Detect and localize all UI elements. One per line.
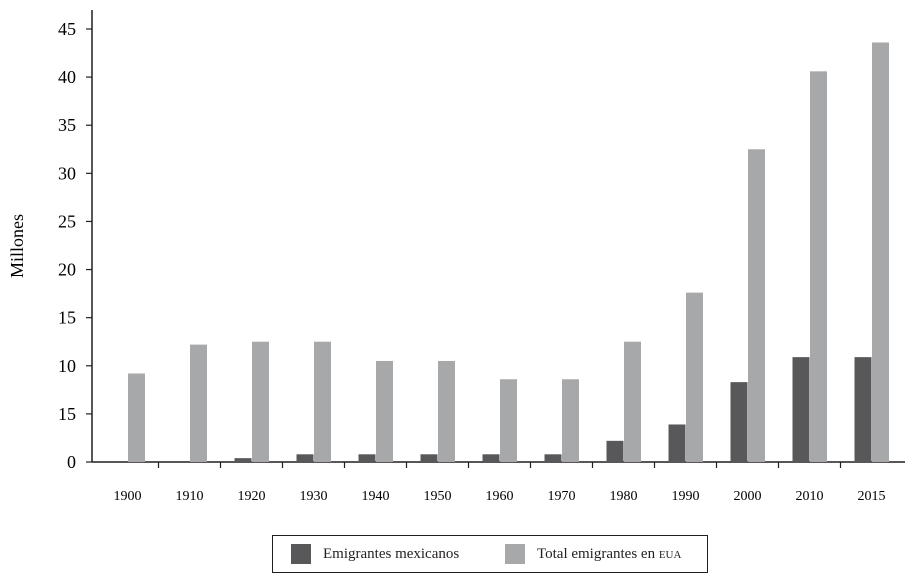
legend-item-total: Total emigrantes en eua [505,536,681,572]
y-tick-label: 40 [58,67,76,87]
x-tick-label: 1960 [486,489,514,504]
bar-emigrantes-mexicanos [792,357,810,462]
y-tick-label: 35 [58,115,76,135]
x-tick-label: 1940 [362,489,390,504]
bar-total-emigrantes [314,341,331,462]
y-tick-label: 0 [67,452,76,472]
bar-total-emigrantes [810,71,827,463]
x-tick-label: 1920 [238,489,266,504]
y-tick-label: 10 [58,356,76,376]
y-axis-label: Millones [7,214,27,278]
x-tick-label: 2015 [858,489,886,504]
x-tick-label: 1980 [610,489,638,504]
bar-total-emigrantes [190,344,207,462]
bar-emigrantes-mexicanos [730,382,748,462]
legend-swatch-mexicanos [291,544,311,564]
x-tick-label: 1930 [300,489,328,504]
bar-total-emigrantes [438,360,455,462]
y-tick-label: 15 [58,404,76,424]
bar-total-emigrantes [686,292,703,462]
y-tick-label: 20 [58,260,76,280]
bar-total-emigrantes [562,379,579,462]
x-axis: 1900 1910 1920 1930 1940 1950 1960 1970 1980 1990… [92,461,905,504]
bar-emigrantes-mexicanos [482,454,500,462]
bar-emigrantes-mexicanos [234,458,252,462]
y-axis: 0 15 10 15 20 25 30 35 40 45 [58,10,93,472]
x-tick-label: 2000 [734,489,762,504]
y-tick-label: 25 [58,211,76,231]
bar-total-emigrantes [376,360,393,462]
legend-label-total-main: Total emigrantes en [537,545,659,562]
y-tick-label: 15 [58,308,76,328]
bar-total-emigrantes [748,149,765,462]
x-tick-label: 2010 [796,489,824,504]
legend-label-mexicanos: Emigrantes mexicanos [323,545,460,562]
legend-label-total-sc: eua [658,545,682,562]
bar-emigrantes-mexicanos [668,424,686,462]
y-tick-label: 30 [58,163,76,183]
y-tick-label: 45 [58,19,76,39]
x-tick-label: 1970 [548,489,576,504]
bar-emigrantes-mexicanos [606,440,624,462]
x-tick-label: 1910 [176,489,204,504]
bar-emigrantes-mexicanos [544,454,562,462]
bar-emigrantes-mexicanos [296,454,314,462]
x-tick-label: 1900 [114,489,142,504]
bar-total-emigrantes [252,341,269,462]
bar-total-emigrantes [128,373,145,462]
bar-emigrantes-mexicanos [854,357,872,462]
bar-total-emigrantes [872,42,889,463]
bar-total-emigrantes [624,341,641,462]
legend-label-total: Total emigrantes en eua [537,546,681,563]
bars [128,42,889,463]
x-tick-label: 1990 [672,489,700,504]
legend: Emigrantes mexicanos Total emigrantes en… [272,535,708,573]
legend-swatch-total [505,544,525,564]
bar-emigrantes-mexicanos [420,454,438,462]
legend-item-mexicanos: Emigrantes mexicanos [291,536,459,572]
x-tick-label: 1950 [424,489,452,504]
bar-emigrantes-mexicanos [358,454,376,462]
bar-total-emigrantes [500,379,517,462]
